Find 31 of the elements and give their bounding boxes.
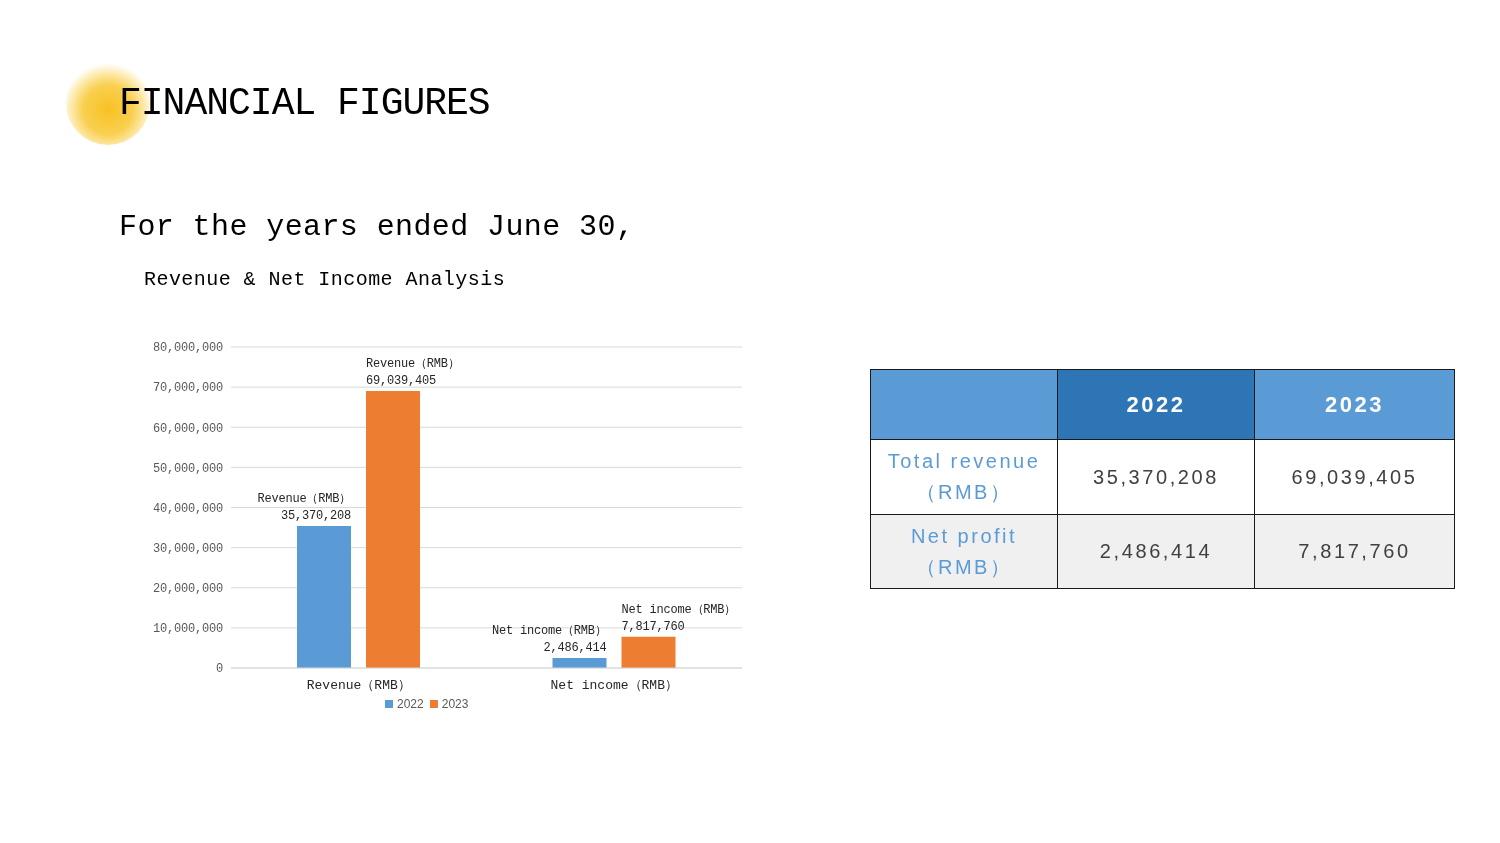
bar: [552, 658, 607, 668]
category-label: 2022: [1057, 369, 1255, 440]
x-tick-label: Net income（RMB）: [550, 678, 678, 694]
y-tick-label: 70,000,000: [152, 381, 223, 396]
category-label: 2023: [1254, 369, 1455, 440]
x-tick-label: Revenue（RMB）: [306, 678, 411, 694]
legend-label: 2023: [441, 697, 469, 711]
text: 7,817,760: [1298, 540, 1411, 562]
y-tick-label: 80,000,000: [152, 341, 223, 356]
chart-subtitle: For the years ended June 30,: [119, 210, 635, 244]
text: 2,486,414: [1099, 540, 1213, 562]
legend-label: 2022: [397, 697, 424, 711]
y-tick-label: 50,000,000: [152, 461, 223, 476]
y-tick-label: 0: [215, 662, 223, 677]
data-label: Revenue（RMB） 35,370,208: [257, 492, 351, 524]
data-label: Net income（RMB） 7,817,760: [621, 602, 737, 634]
data-label: Revenue（RMB） 69,039,405: [366, 356, 460, 388]
bar: [297, 526, 351, 668]
y-tick-label: 40,000,000: [152, 501, 223, 516]
y-tick-label: 20,000,000: [152, 582, 223, 597]
text: 69,039,405: [1291, 465, 1418, 488]
y-tick-label: 10,000,000: [152, 622, 223, 637]
text: 35,370,208: [1092, 465, 1220, 488]
bar: [366, 390, 420, 668]
bar: [621, 636, 676, 668]
category-label: Total revenue（RMB）: [887, 450, 1041, 503]
y-tick-label: 60,000,000: [152, 421, 223, 436]
data-label: Net income（RMB） 2,486,414: [491, 624, 607, 656]
text: Revenue & Net Income Analysis: [144, 268, 506, 291]
category-label: Net profit（RMB）: [910, 524, 1018, 578]
y-tick-label: 30,000,000: [152, 541, 223, 556]
